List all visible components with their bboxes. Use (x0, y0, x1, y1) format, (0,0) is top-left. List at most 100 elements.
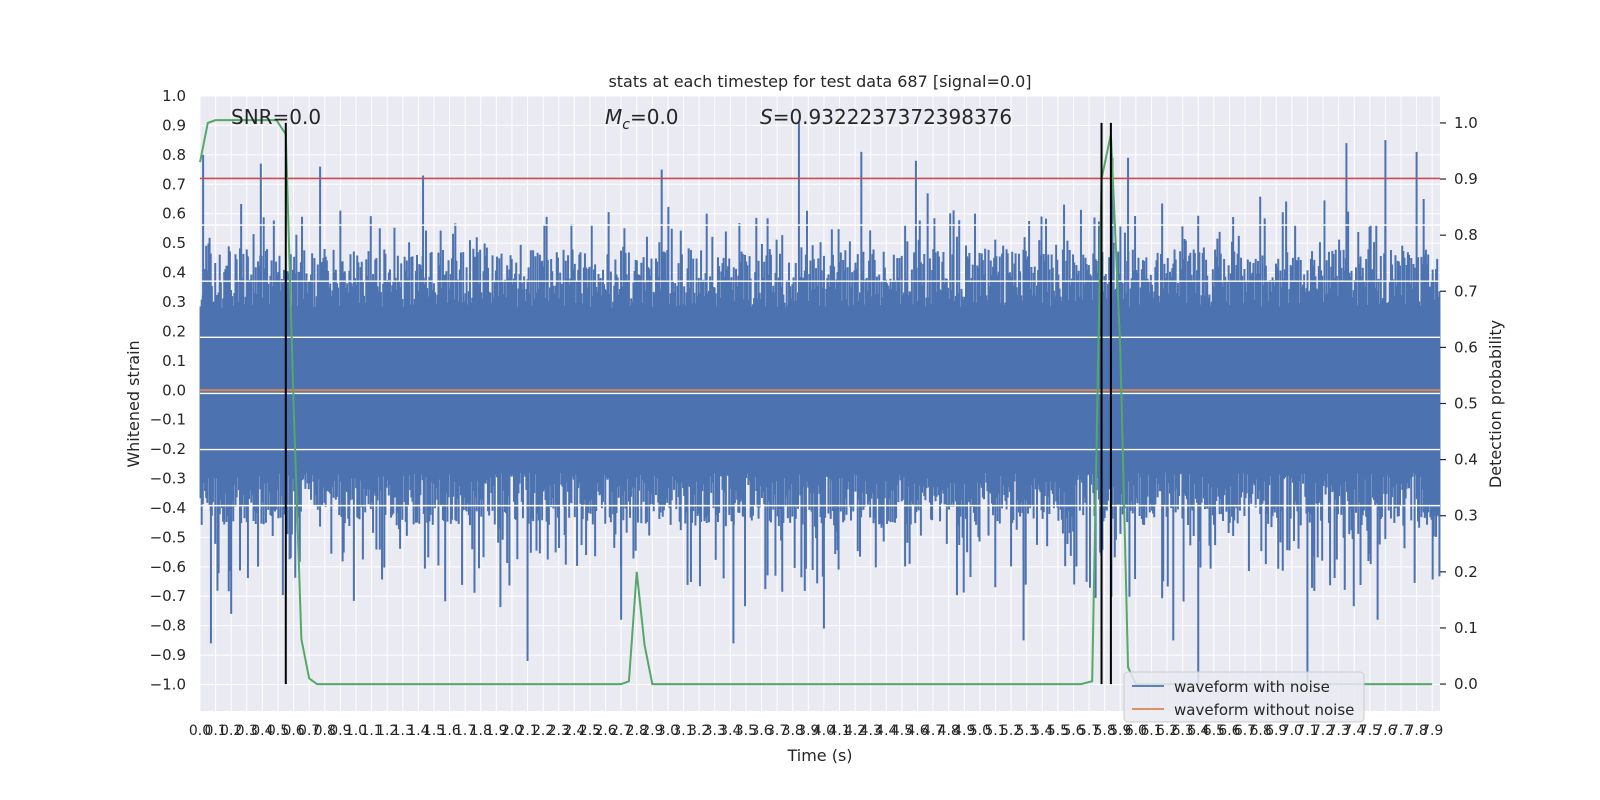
x-tick-label: 0.1 (204, 723, 226, 739)
x-tick-label: 7.3 (1327, 723, 1349, 739)
x-tick-label: 3.8 (782, 723, 804, 739)
x-tick-label: 5.6 (1062, 723, 1084, 739)
y-tick-label: 0.8 (162, 146, 186, 164)
x-tick-label: 1.6 (438, 723, 460, 739)
y-tick-label: 1.0 (162, 87, 186, 105)
x-tick-label: 7.9 (1421, 723, 1443, 739)
x-tick-label: 5.7 (1078, 723, 1100, 739)
legend: waveform with noise waveform without noi… (1123, 671, 1365, 723)
x-tick-label: 3.1 (672, 723, 694, 739)
x-tick-label: 6.9 (1265, 723, 1287, 739)
y-tick-label: 0.0 (162, 381, 186, 399)
x-tick-label: 7.0 (1281, 723, 1303, 739)
y-tick-label: 0.6 (162, 205, 186, 223)
x-tick-label: 5.0 (969, 723, 991, 739)
x-tick-label: 4.5 (891, 723, 913, 739)
x-tick-label: 7.2 (1312, 723, 1334, 739)
chart-title: stats at each timestep for test data 687… (608, 72, 1031, 91)
overlay-lines (199, 119, 1440, 686)
x-tick-label: 5.5 (1047, 723, 1069, 739)
y-tick-label: −0.4 (150, 499, 186, 517)
x-tick-label: 7.8 (1405, 723, 1427, 739)
x-tick-label: 1.0 (345, 723, 367, 739)
x-tick-label: 2.1 (516, 723, 538, 739)
y2-tick-label: 0.9 (1454, 170, 1478, 188)
x-tick-label: 4.0 (813, 723, 835, 739)
x-tick-label: 2.9 (641, 723, 663, 739)
chirp-mass-value: =0.0 (630, 105, 679, 129)
y-tick-label: −0.5 (150, 528, 186, 546)
x-axis-label: Time (s) (786, 746, 852, 765)
y-tick-label: −1.0 (150, 676, 186, 694)
x-tick-label: 6.6 (1218, 723, 1240, 739)
y2-tick-label: 0.0 (1454, 675, 1478, 693)
chirp-mass-symbol: M (605, 105, 622, 129)
y-tick-label: 0.1 (162, 352, 186, 370)
y-tick-label: −0.3 (150, 470, 186, 488)
x-tick-label: 5.3 (1016, 723, 1038, 739)
x-tick-label: 6.1 (1140, 723, 1162, 739)
y-tick-label: 0.7 (162, 175, 186, 193)
x-tick-label: 5.1 (984, 723, 1006, 739)
x-tick-label: 1.3 (392, 723, 414, 739)
y2-tick-label: 0.5 (1454, 395, 1478, 413)
x-tick-label: 5.2 (1000, 723, 1022, 739)
x-tick-label: 0.6 (282, 723, 304, 739)
x-tick-label: 6.8 (1249, 723, 1271, 739)
x-tick-label: 2.5 (579, 723, 601, 739)
x-tick-label: 5.4 (1031, 723, 1053, 739)
x-tick-label: 4.6 (906, 723, 928, 739)
x-tick-label: 3.9 (797, 723, 819, 739)
x-tick-label: 6.5 (1203, 723, 1225, 739)
y2-tick-label: 0.2 (1454, 563, 1478, 581)
y2-tick-label: 0.6 (1454, 338, 1478, 356)
x-tick-label: 0.3 (236, 723, 258, 739)
x-tick-label: 7.7 (1390, 723, 1412, 739)
x-tick-label: 1.2 (376, 723, 398, 739)
x-tick-label: 6.0 (1125, 723, 1147, 739)
x-tick-label: 0.2 (220, 723, 242, 739)
x-tick-label: 6.4 (1187, 723, 1209, 739)
y2-tick-label: 0.4 (1454, 451, 1478, 469)
y-tick-label: 0.9 (162, 116, 186, 134)
x-tick-label: 1.7 (454, 723, 476, 739)
x-tick-label: 4.4 (875, 723, 897, 739)
x-tick-label: 3.3 (704, 723, 726, 739)
x-tick-label: 3.2 (688, 723, 710, 739)
x-tick-label: 1.5 (423, 723, 445, 739)
x-tick-label: 0.5 (267, 723, 289, 739)
score-annotation: S=0.9322237372398376 (760, 105, 1012, 129)
x-tick-label: 0.8 (314, 723, 336, 739)
x-tick-label: 3.0 (657, 723, 679, 739)
x-tick-label: 1.8 (470, 723, 492, 739)
y2-tick-label: 0.3 (1454, 507, 1478, 525)
y-tick-label: −0.9 (150, 646, 186, 664)
x-tick-label: 6.7 (1234, 723, 1256, 739)
y2-tick-label: 0.1 (1454, 619, 1478, 637)
x-tick-label: 3.4 (719, 723, 741, 739)
detection-probability-line (199, 119, 1433, 686)
x-tick-label: 0.9 (329, 723, 351, 739)
x-tick-label: 2.6 (594, 723, 616, 739)
x-tick-label: 0.4 (251, 723, 273, 739)
x-tick-label: 4.8 (938, 723, 960, 739)
y-tick-label: −0.2 (150, 440, 186, 458)
x-tick-label: 4.2 (844, 723, 866, 739)
snr-annotation: SNR=0.0 (231, 105, 321, 129)
x-tick-label: 2.0 (501, 723, 523, 739)
x-tick-label: 0.0 (189, 723, 211, 739)
y-tick-label: 0.2 (162, 322, 186, 340)
probability-separator-lines (200, 224, 1440, 507)
y-tick-label: 0.3 (162, 293, 186, 311)
x-tick-label: 4.1 (828, 723, 850, 739)
x-tick-label: 4.3 (860, 723, 882, 739)
y-tick-label: −0.1 (150, 411, 186, 429)
noisy-waveform-core (200, 331, 1440, 467)
score-symbol: S (760, 105, 773, 129)
x-tick-label: 2.2 (532, 723, 554, 739)
x-tick-label: 1.4 (407, 723, 429, 739)
y-tick-label: 0.4 (162, 264, 186, 282)
x-tick-label: 2.7 (610, 723, 632, 739)
y2-tick-label: 0.8 (1454, 226, 1478, 244)
